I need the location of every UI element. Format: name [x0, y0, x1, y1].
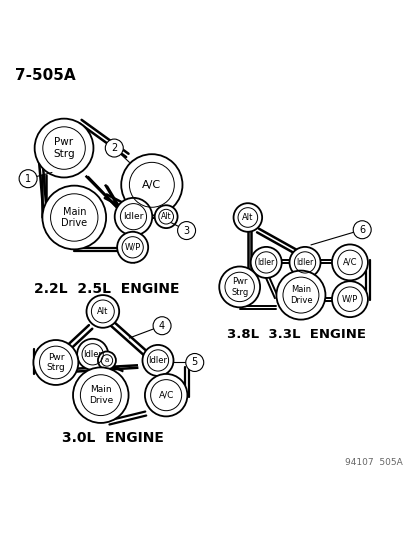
Text: Alt: Alt — [161, 212, 171, 221]
Text: Pwr
Strg: Pwr Strg — [46, 353, 65, 372]
Text: W/P: W/P — [124, 243, 140, 252]
Circle shape — [77, 339, 108, 370]
Circle shape — [331, 245, 367, 280]
Circle shape — [352, 221, 370, 239]
Text: Main
Drive: Main Drive — [61, 207, 87, 228]
Circle shape — [250, 247, 281, 278]
Text: 4: 4 — [159, 321, 165, 330]
Text: Pwr
Strg: Pwr Strg — [53, 138, 75, 159]
Text: Idler: Idler — [123, 212, 143, 221]
Text: Main
Drive: Main Drive — [88, 385, 113, 405]
Circle shape — [98, 351, 116, 369]
Circle shape — [153, 317, 171, 335]
Circle shape — [154, 205, 177, 228]
Circle shape — [19, 169, 37, 188]
Text: 3.8L  3.3L  ENGINE: 3.8L 3.3L ENGINE — [227, 328, 366, 341]
Text: 3: 3 — [183, 225, 189, 236]
Text: 2.2L  2.5L  ENGINE: 2.2L 2.5L ENGINE — [34, 282, 179, 296]
Text: a: a — [104, 358, 109, 364]
Text: A/C: A/C — [342, 258, 356, 267]
Circle shape — [35, 119, 93, 177]
Circle shape — [105, 139, 123, 157]
Text: Idler: Idler — [257, 258, 274, 267]
Text: 7-505A: 7-505A — [15, 68, 76, 83]
Circle shape — [331, 281, 367, 317]
Text: Alt: Alt — [97, 307, 108, 316]
Circle shape — [142, 345, 173, 376]
Text: 2: 2 — [111, 143, 117, 153]
Text: Idler: Idler — [148, 356, 167, 365]
Circle shape — [42, 185, 106, 249]
Text: 94107  505A: 94107 505A — [344, 458, 402, 466]
Text: 6: 6 — [358, 225, 364, 235]
Text: Main
Drive: Main Drive — [289, 285, 311, 305]
Text: A/C: A/C — [158, 391, 173, 400]
Text: Idler: Idler — [296, 258, 313, 267]
Circle shape — [114, 198, 152, 236]
Circle shape — [73, 367, 128, 423]
Circle shape — [289, 247, 320, 278]
Text: Pwr
Strg: Pwr Strg — [230, 277, 248, 297]
Text: Alt: Alt — [242, 213, 253, 222]
Text: 3.0L  ENGINE: 3.0L ENGINE — [62, 431, 164, 445]
Circle shape — [185, 353, 203, 372]
Text: Idler: Idler — [83, 350, 102, 359]
Circle shape — [233, 203, 261, 232]
Text: 1: 1 — [25, 174, 31, 184]
Circle shape — [145, 374, 187, 416]
Circle shape — [117, 232, 148, 263]
Text: 5: 5 — [191, 358, 197, 367]
Circle shape — [177, 222, 195, 239]
Circle shape — [276, 271, 325, 320]
Text: W/P: W/P — [341, 295, 357, 304]
Circle shape — [33, 340, 78, 385]
Circle shape — [121, 154, 182, 215]
Circle shape — [86, 295, 119, 328]
Circle shape — [219, 266, 259, 308]
Text: A/C: A/C — [142, 180, 161, 190]
